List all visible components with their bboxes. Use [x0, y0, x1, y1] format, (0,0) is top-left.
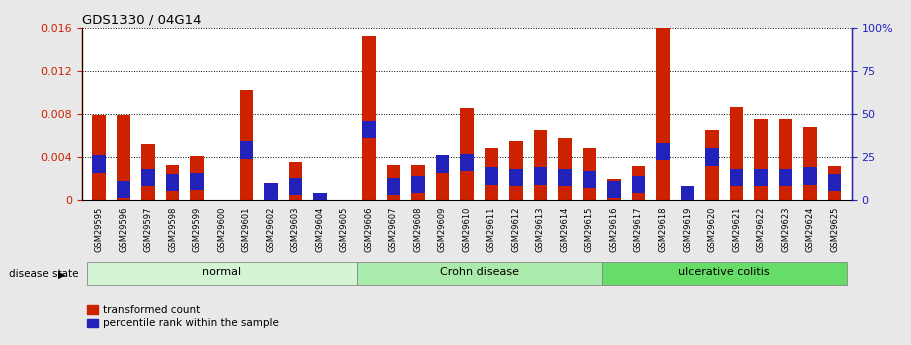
Bar: [828, 174, 842, 191]
Bar: [779, 169, 793, 186]
Bar: [386, 165, 400, 200]
Bar: [631, 176, 645, 193]
Bar: [656, 143, 670, 160]
Bar: [166, 174, 179, 191]
Bar: [558, 138, 572, 200]
Bar: [804, 167, 817, 185]
Bar: [509, 169, 523, 186]
Bar: [656, 27, 670, 200]
Text: Crohn disease: Crohn disease: [440, 267, 518, 277]
Bar: [240, 141, 253, 159]
Bar: [356, 262, 602, 285]
Bar: [386, 178, 400, 195]
Bar: [534, 167, 548, 185]
Text: GDS1330 / 04G14: GDS1330 / 04G14: [82, 13, 201, 27]
Bar: [602, 262, 847, 285]
Bar: [485, 148, 498, 200]
Bar: [509, 141, 523, 200]
Bar: [804, 127, 817, 200]
Text: ulcerative colitis: ulcerative colitis: [679, 267, 770, 277]
Bar: [313, 193, 326, 200]
Bar: [681, 186, 694, 200]
Bar: [608, 181, 620, 198]
Bar: [705, 148, 719, 166]
Bar: [828, 166, 842, 200]
Bar: [754, 119, 768, 200]
Legend: transformed count, percentile rank within the sample: transformed count, percentile rank withi…: [87, 305, 279, 328]
Bar: [141, 169, 155, 186]
Bar: [485, 167, 498, 185]
Bar: [583, 148, 596, 200]
Bar: [166, 165, 179, 200]
Bar: [87, 262, 356, 285]
Text: normal: normal: [202, 267, 241, 277]
Bar: [558, 169, 572, 186]
Bar: [362, 36, 375, 200]
Bar: [264, 183, 278, 200]
Text: disease state: disease state: [9, 269, 78, 279]
Bar: [117, 181, 130, 198]
Bar: [141, 144, 155, 200]
Bar: [240, 90, 253, 200]
Text: ▶: ▶: [58, 269, 66, 279]
Bar: [631, 166, 645, 200]
Bar: [730, 107, 743, 200]
Bar: [190, 172, 204, 190]
Bar: [460, 108, 474, 200]
Bar: [460, 154, 474, 171]
Bar: [534, 130, 548, 200]
Bar: [289, 178, 302, 195]
Bar: [730, 169, 743, 186]
Bar: [264, 183, 278, 200]
Bar: [435, 155, 449, 200]
Bar: [779, 119, 793, 200]
Bar: [608, 179, 620, 200]
Bar: [362, 121, 375, 138]
Bar: [92, 155, 106, 172]
Bar: [92, 115, 106, 200]
Bar: [313, 193, 326, 200]
Bar: [411, 176, 425, 193]
Bar: [705, 130, 719, 200]
Bar: [411, 165, 425, 200]
Bar: [289, 162, 302, 200]
Bar: [117, 115, 130, 200]
Bar: [681, 186, 694, 200]
Bar: [754, 169, 768, 186]
Bar: [435, 155, 449, 172]
Bar: [583, 171, 596, 188]
Bar: [190, 156, 204, 200]
